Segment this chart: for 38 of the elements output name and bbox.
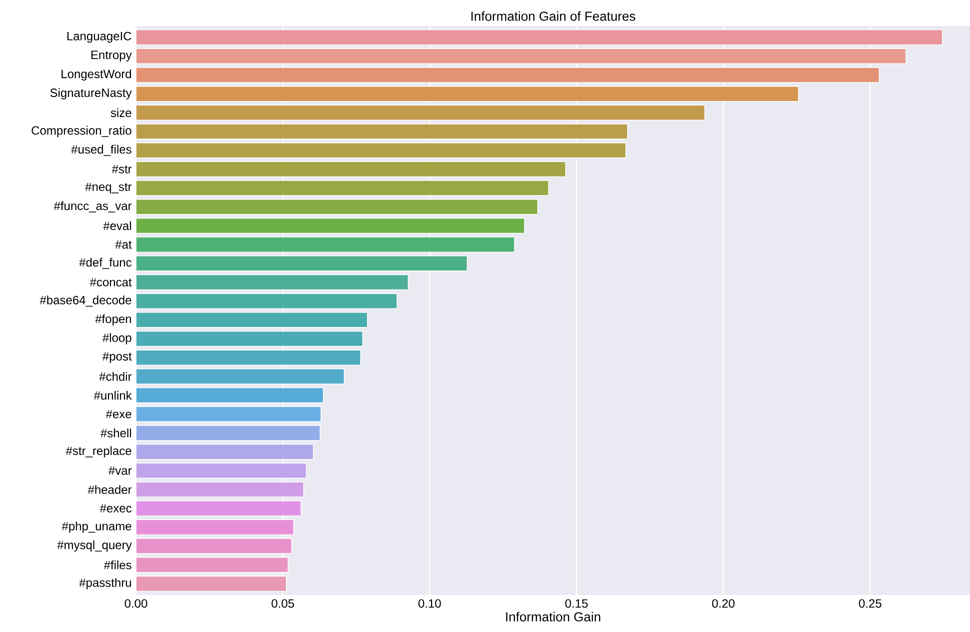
y-tick-label: #chdir [99, 372, 132, 381]
y-tick-label: size [110, 108, 132, 118]
x-axis-title: Information Gain [506, 612, 600, 622]
y-tick-label: Entropy [91, 50, 132, 62]
y-tick-label: #passthru [79, 578, 131, 590]
chart-title: Information Gain of Features [471, 11, 636, 21]
y-tick-label: #unlink [94, 390, 132, 400]
x-tick-label: 0.00 [124, 599, 148, 608]
y-tick-label: #used_files [71, 144, 132, 156]
y-tick-label: #shell [100, 428, 131, 438]
y-tick-label: #concat [90, 278, 132, 286]
x-tick-label: 0.15 [565, 599, 588, 608]
x-tick-label: 0.20 [712, 599, 735, 608]
y-tick-label: #exe [106, 410, 132, 418]
y-tick-label: #var [108, 466, 132, 475]
y-tick-label: Compression_ratio [32, 126, 132, 138]
x-tick-label: 0.10 [418, 599, 441, 608]
y-tick-label: LanguageIC [67, 32, 132, 43]
y-tick-label: SignatureNasty [50, 88, 132, 100]
y-tick-label: #funcc_as_var [54, 201, 132, 212]
y-tick-label: #files [104, 560, 132, 570]
y-tick-label: #header [88, 485, 132, 494]
y-tick-label: #str_replace [66, 446, 132, 458]
y-tick-label: #fopen [95, 314, 132, 326]
y-tick-label: #eval [103, 221, 131, 230]
y-tick-label: #base64_decode [40, 296, 132, 307]
y-tick-label: #loop [102, 333, 132, 344]
x-tick-label: 0.25 [858, 599, 882, 608]
y-tick-label: #mysql_query [57, 540, 132, 552]
y-tick-label: #str [112, 165, 132, 174]
y-tick-label: #php_uname [62, 522, 132, 533]
y-tick-label: #exec [100, 504, 132, 513]
y-tick-label: #at [115, 240, 132, 249]
y-tick-label: LongestWord [62, 69, 132, 81]
y-tick-label: #def_func [79, 258, 132, 269]
y-tick-label: #post [102, 352, 132, 363]
y-tick-label: #neq_str [85, 182, 132, 194]
x-tick-label: 0.05 [272, 599, 294, 608]
